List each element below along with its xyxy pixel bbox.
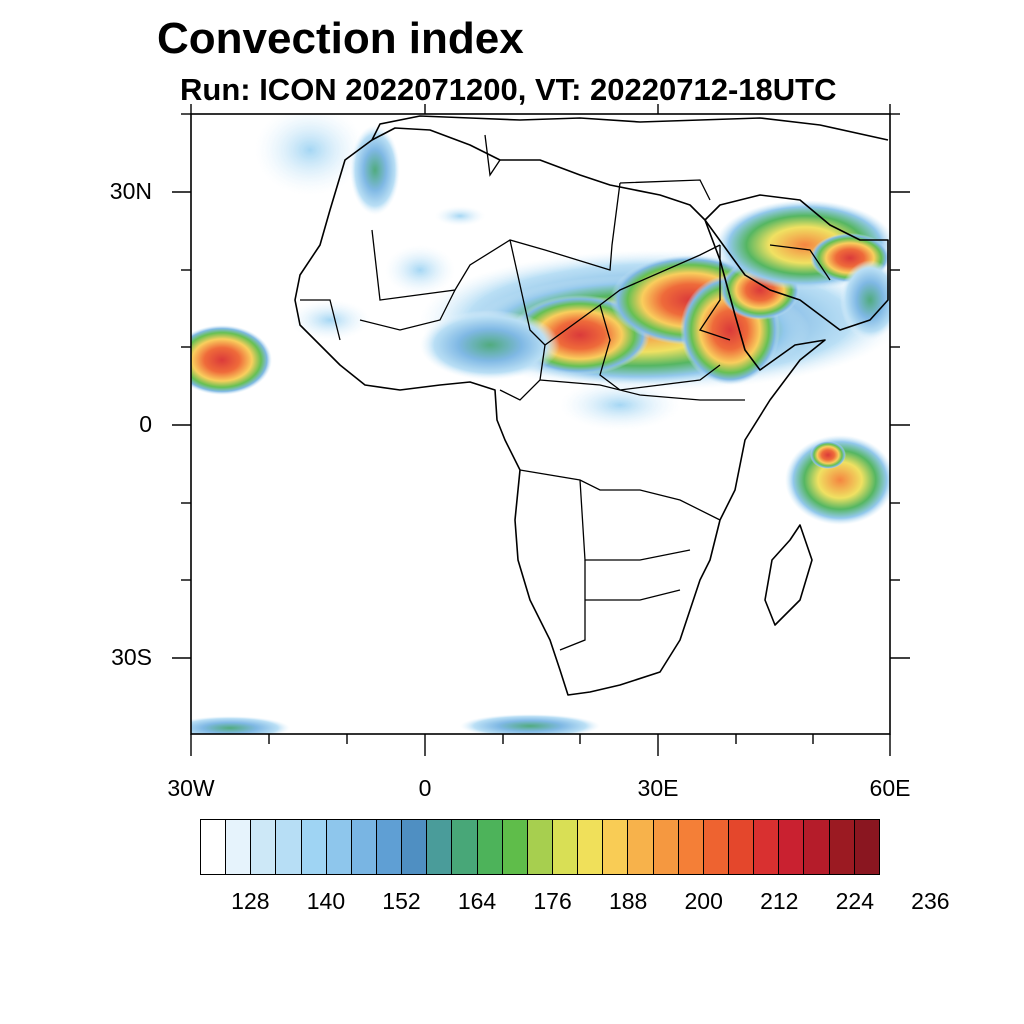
colorbar-cell (678, 820, 704, 874)
colorbar-cell (326, 820, 352, 874)
colorbar-label: 236 (911, 888, 950, 914)
colorbar-label: 212 (760, 888, 799, 914)
colorbar-cell (376, 820, 403, 874)
colorbar-label: 140 (306, 888, 346, 914)
colorbar-label: 164 (457, 888, 497, 914)
colorbar-cell (703, 820, 729, 874)
lat-label-30s: 30S (111, 644, 152, 670)
map-plot-area (191, 114, 890, 734)
colorbar-cell (552, 820, 579, 874)
colorbar-cell (427, 820, 453, 874)
colorbar-cell (502, 820, 528, 874)
colorbar-cell (452, 820, 478, 874)
colorbar-cell (578, 820, 604, 874)
colorbar-cell (854, 820, 879, 874)
colorbar-cell (628, 820, 654, 874)
colorbar-label: 224 (835, 888, 874, 914)
axis-ticks (172, 104, 910, 756)
colorbar-cell (829, 820, 855, 874)
colorbar-cell (251, 820, 277, 874)
colorbar-cell (527, 820, 553, 874)
colorbar-cell (276, 820, 302, 874)
colorbar-cell (226, 820, 252, 874)
colorbar-cell (603, 820, 629, 874)
colorbar-label: 200 (684, 888, 723, 914)
lat-label-0: 0 (139, 411, 152, 437)
africa-coastline (294, 127, 826, 696)
lon-label-30e: 30E (637, 775, 679, 801)
colorbar (200, 819, 880, 875)
colorbar-label: 152 (382, 888, 421, 914)
madagascar-coast (764, 524, 813, 626)
arabia-coast (704, 194, 889, 331)
colorbar-cell (804, 820, 830, 874)
colorbar-cell (301, 820, 327, 874)
map-title: Convection index (157, 14, 524, 63)
lat-label-30n: 30N (109, 178, 152, 204)
colorbar-cell (754, 820, 780, 874)
colorbar-cell (402, 820, 428, 874)
lon-label-60e: 60E (869, 775, 911, 801)
lon-label-30w: 30W (167, 775, 215, 801)
colorbar-cell (728, 820, 755, 874)
lon-label-0: 0 (418, 775, 432, 801)
colorbar-label: 176 (533, 888, 572, 914)
colorbar-cell (779, 820, 805, 874)
colorbar-cell (477, 820, 503, 874)
convection-field (191, 114, 890, 734)
europe-coast (371, 115, 889, 141)
country-borders (300, 134, 831, 651)
coastlines (294, 115, 889, 696)
colorbar-cell (653, 820, 679, 874)
map-subtitle: Run: ICON 2022071200, VT: 20220712-18UTC (180, 72, 837, 107)
colorbar-cell (201, 820, 227, 874)
map-frame (190, 113, 891, 735)
colorbar-cell (351, 820, 377, 874)
colorbar-label: 188 (608, 888, 648, 914)
colorbar-label: 128 (231, 888, 270, 914)
